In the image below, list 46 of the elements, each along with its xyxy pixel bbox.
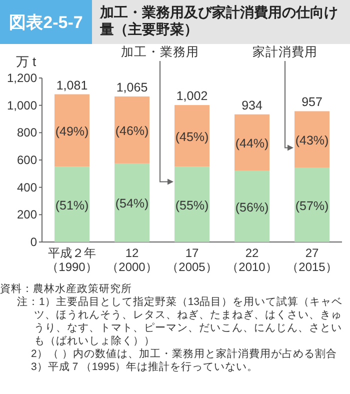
total-label: 934 [242, 98, 262, 112]
annotation: (57%) [295, 198, 329, 213]
bar [114, 163, 150, 242]
total-label: 1,065 [116, 80, 148, 94]
y-tick-label: 200 [16, 208, 38, 222]
bar [294, 111, 330, 168]
bar [174, 105, 210, 167]
x-tick-label: 27（2015） [286, 246, 338, 274]
y-tick-label: 1,000 [6, 98, 38, 112]
annotation: (45%) [175, 130, 209, 144]
y-tick-label: 400 [16, 180, 38, 194]
x-tick-label: 17（2005） [166, 246, 218, 274]
text: 注：1）主要品目として指定野菜（13品目）を用いて試算（キャベツ、ほうれんそう、レタス、ねぎ、たまねぎ、はくさい、きゅうり、なす、トマト、ピーマン、だいこん、にんじん、さといも（ばれいしょ除く）） [16, 296, 344, 348]
y-tick-label: 600 [16, 153, 38, 167]
bar [54, 166, 90, 242]
y-tick-label: 0 [30, 235, 38, 249]
y-tick-label: 1,200 [6, 71, 38, 85]
annotation: (46%) [115, 124, 149, 138]
bar [294, 168, 330, 242]
bar [114, 96, 150, 164]
annotation: (44%) [235, 136, 269, 150]
annotation: (56%) [235, 200, 269, 214]
total-label: 1,081 [56, 78, 88, 92]
text: 資料：農林水産政策研究所 [0, 283, 133, 296]
bar [174, 166, 210, 242]
x-tick-label: 12（2000） [106, 246, 158, 274]
annotation: (54%) [115, 196, 149, 211]
y-axis-title: 万 t [16, 54, 36, 69]
text: 図表2-5-7 [0, 0, 92, 44]
text: 2）（ ）内の数値は、加工・業務用と家計消費用が占める割合 [30, 348, 338, 361]
y-tick-label: 800 [16, 126, 38, 140]
annotation: (43%) [295, 133, 329, 148]
chart-title: 加工・業務用及び家計消費用の仕向け量（主要野菜） [92, 0, 350, 44]
bar [54, 94, 90, 167]
total-label: 957 [302, 95, 322, 110]
annotation: (49%) [55, 124, 89, 138]
text: 家計消費用 [252, 44, 318, 59]
text: 3）平成７（1995）年は推計を行っていない。 [30, 361, 260, 374]
annotation: (55%) [175, 198, 209, 212]
annotation: (51%) [55, 198, 89, 212]
total-label: 1,002 [176, 89, 208, 104]
x-tick-label: 平成２年（1990） [46, 246, 98, 274]
bar [234, 170, 270, 242]
x-tick-label: 22（2010） [226, 246, 278, 274]
text: 加工・業務用 [121, 45, 199, 59]
bar [234, 114, 270, 171]
